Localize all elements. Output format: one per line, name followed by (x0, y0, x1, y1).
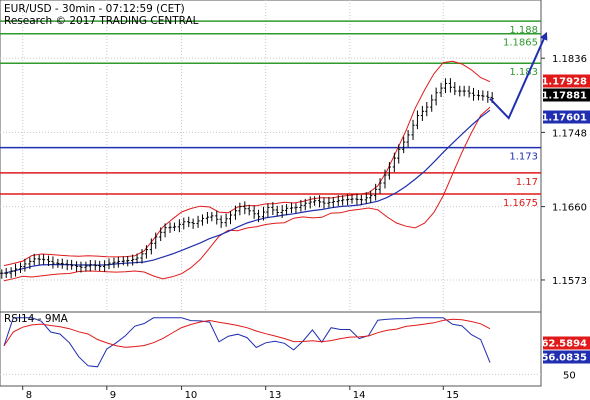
price-tag: 1.17881 (541, 88, 590, 102)
time-tick-label: 13 (269, 390, 282, 400)
time-tick-label: 14 (353, 390, 366, 400)
rsi-line (3, 317, 491, 368)
time-tick-label: 10 (185, 390, 198, 400)
price-tag-label: 1.17881 (541, 91, 587, 102)
price-tag: 56.0835 (541, 350, 590, 364)
price-axis: 1.1836 1.1748 1.1660 1.1573 (541, 54, 587, 287)
price-tag-background (543, 336, 590, 350)
chart-title: EUR/USD - 30min - 07:12:59 (CET) (4, 3, 185, 15)
rsi-panel: RSI14 - 9MA (0, 311, 542, 387)
time-axis: 8 9 10 13 14 15 (22, 386, 459, 400)
price-tags: 1.17928 1.17881 1.17601 62.5894 56.0835 (541, 74, 590, 364)
price-tag: 62.5894 (541, 336, 590, 350)
price-tag-background (543, 350, 590, 364)
price-bars (0, 78, 494, 279)
bollinger-upper-line (3, 60, 491, 267)
moving-average-line (3, 109, 491, 274)
level-label: 1.183 (509, 67, 538, 78)
price-tick-label: 1.1836 (552, 54, 587, 65)
rsi-axis: 50 (563, 370, 576, 381)
price-tag-background (543, 88, 590, 102)
price-panel: 1.188 1.1865 1.183 1.173 1.17 1.1675 EUR/USD … (0, 0, 548, 386)
time-tick-label: 8 (26, 390, 32, 400)
rsi-panel-frame (0, 311, 542, 387)
rsi-title: RSI14 - 9MA (4, 313, 69, 325)
price-tag: 1.17928 (541, 74, 590, 88)
price-tick-label: 1.1573 (552, 276, 587, 287)
copyright-label: Research © 2017 TRADING CENTRAL (4, 15, 199, 27)
level-label: 1.17 (516, 177, 538, 188)
price-tag: 1.17601 (541, 110, 590, 124)
time-tick-label: 15 (446, 390, 459, 400)
level-label: 1.173 (509, 152, 538, 163)
price-tag-background (543, 74, 590, 88)
level-label: 1.188 (509, 25, 538, 36)
price-tag-label: 1.17601 (541, 113, 587, 124)
rsi-signal-line (3, 318, 491, 348)
price-tag-label: 62.5894 (541, 339, 587, 350)
level-label: 1.1675 (503, 198, 538, 209)
rsi-tick-label: 50 (563, 370, 576, 381)
support-resistance-levels: 1.188 1.1865 1.183 1.173 1.17 1.1675 (0, 20, 541, 209)
price-tick-label: 1.1748 (552, 128, 587, 139)
projection-arrow (489, 31, 548, 120)
price-tag-label: 1.17928 (541, 77, 587, 88)
bollinger-lower-line (3, 106, 491, 282)
price-tag-label: 56.0835 (541, 353, 587, 364)
price-tick-label: 1.1660 (552, 203, 587, 214)
time-tick-label: 9 (110, 390, 116, 400)
price-gridlines (0, 57, 541, 281)
level-label: 1.1865 (503, 38, 538, 49)
price-tag-background (543, 110, 590, 124)
